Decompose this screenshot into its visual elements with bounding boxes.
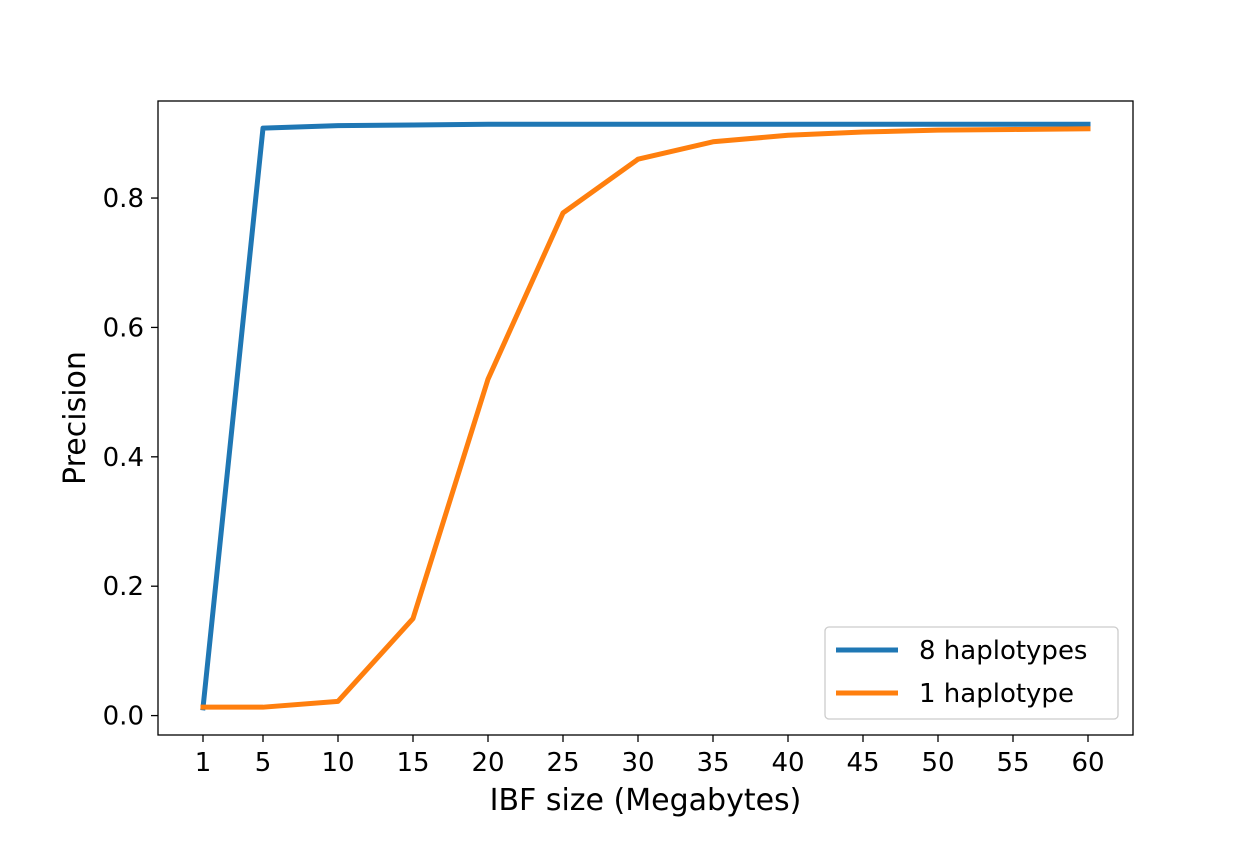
x-tick-label: 20 [471,748,504,778]
series-line-2 [200,126,1091,710]
x-tick-label: 45 [846,748,879,778]
x-tick-label: 1 [195,748,212,778]
plot-frame [157,100,1134,736]
legend-label-2: 1 haplotype [919,679,1074,709]
x-tick-label: 30 [621,748,654,778]
y-tick-label: 0.6 [103,313,144,343]
legend: 8 haplotypes 1 haplotype [824,626,1119,720]
x-tick-label: 60 [1071,748,1104,778]
y-axis-ticks: 0.0 0.2 0.4 0.6 0.8 [103,184,158,732]
legend-label-1: 8 haplotypes [919,636,1087,666]
y-tick-label: 0.4 [103,443,144,473]
x-axis-label: IBF size (Megabytes) [490,783,802,818]
y-tick-label: 0.0 [103,702,144,732]
x-tick-label: 55 [996,748,1029,778]
series-line-1 [200,121,1091,711]
x-tick-label: 25 [546,748,579,778]
legend-frame [824,626,1119,720]
series-layer [200,121,1091,711]
x-tick-label: 35 [696,748,729,778]
y-tick-label: 0.8 [103,184,144,214]
x-tick-label: 15 [396,748,429,778]
x-tick-label: 40 [771,748,804,778]
y-axis-label: Precision [58,351,93,485]
x-tick-label: 10 [321,748,354,778]
y-tick-label: 0.2 [103,572,144,602]
x-tick-label: 50 [921,748,954,778]
x-axis-ticks: 1 5 10 15 20 25 30 35 40 45 50 55 60 [195,735,1105,778]
x-tick-label: 5 [255,748,272,778]
